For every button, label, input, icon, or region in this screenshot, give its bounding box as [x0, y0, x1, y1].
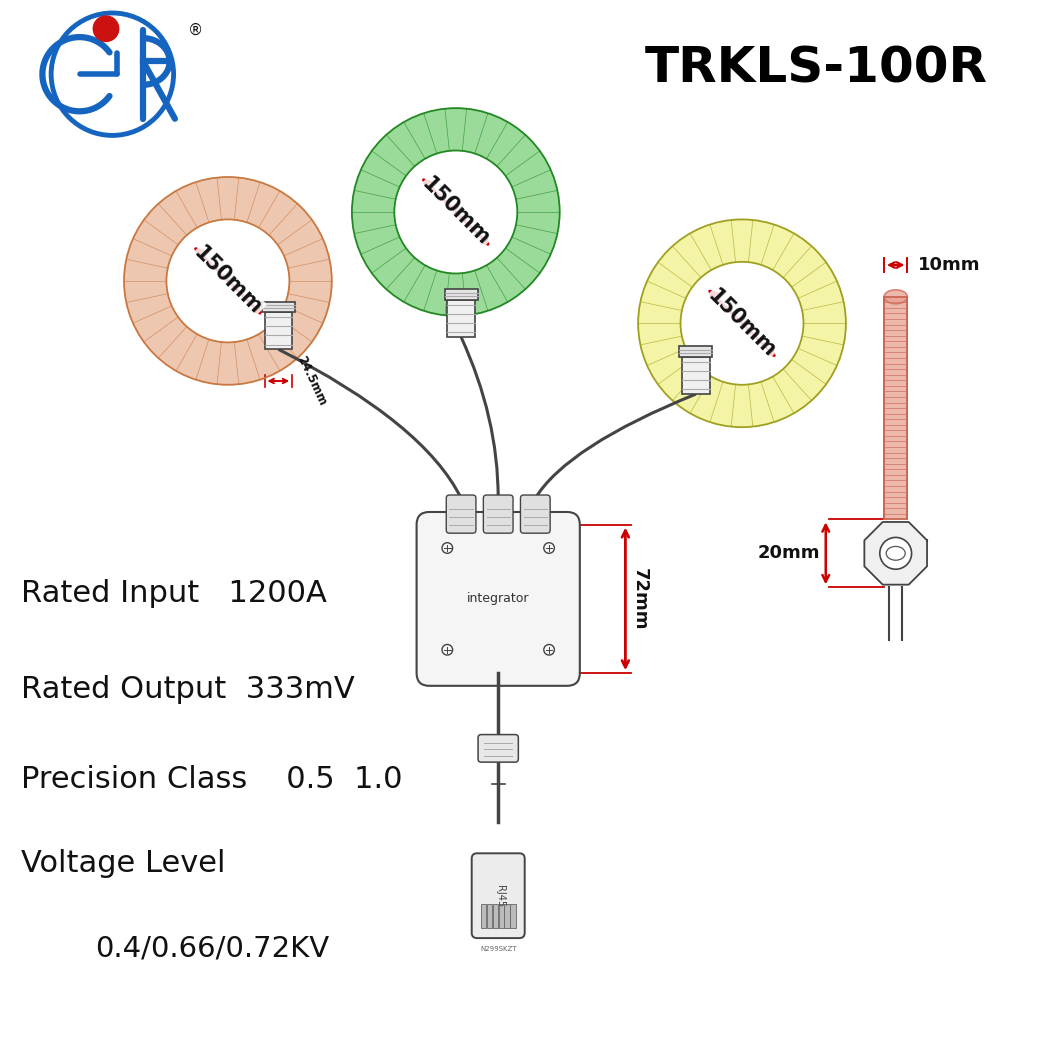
Bar: [511, 904, 515, 928]
Text: Precision Class    0.5  1.0: Precision Class 0.5 1.0: [21, 764, 403, 794]
FancyBboxPatch shape: [446, 495, 476, 533]
Text: 150mm: 150mm: [190, 243, 266, 319]
FancyBboxPatch shape: [679, 347, 712, 357]
Bar: [884, 297, 907, 519]
Bar: [498, 904, 504, 928]
Text: 20mm: 20mm: [758, 545, 820, 562]
FancyBboxPatch shape: [520, 495, 550, 533]
Text: TRKLS-100R: TRKLS-100R: [644, 45, 988, 93]
Text: 24.5mm: 24.5mm: [295, 353, 329, 407]
Text: 10mm: 10mm: [918, 257, 981, 273]
Text: Voltage Level: Voltage Level: [21, 849, 226, 879]
Circle shape: [880, 537, 912, 569]
Bar: [487, 904, 492, 928]
Bar: [493, 904, 498, 928]
Text: Rated Input   1200A: Rated Input 1200A: [21, 579, 328, 608]
Text: 72mm: 72mm: [631, 568, 649, 630]
Circle shape: [93, 16, 119, 41]
FancyBboxPatch shape: [447, 300, 475, 337]
Text: 0.4/0.66/0.72KV: 0.4/0.66/0.72KV: [95, 935, 330, 962]
FancyBboxPatch shape: [265, 312, 293, 349]
FancyBboxPatch shape: [472, 853, 525, 938]
Text: N299SKZT: N299SKZT: [480, 946, 516, 952]
Text: integrator: integrator: [467, 593, 529, 605]
Bar: [480, 904, 485, 928]
FancyBboxPatch shape: [262, 301, 295, 312]
FancyBboxPatch shape: [483, 495, 513, 533]
Polygon shape: [864, 522, 928, 585]
FancyBboxPatch shape: [478, 735, 518, 762]
FancyBboxPatch shape: [683, 357, 710, 394]
Text: RJ45: RJ45: [495, 885, 506, 906]
Text: ®: ®: [188, 23, 202, 38]
Text: 150mm: 150mm: [704, 285, 780, 361]
Bar: [884, 297, 907, 519]
FancyBboxPatch shape: [417, 512, 580, 686]
Text: Rated Output  333mV: Rated Output 333mV: [21, 674, 355, 704]
FancyBboxPatch shape: [444, 289, 478, 300]
Ellipse shape: [884, 289, 907, 304]
Text: 150mm: 150mm: [418, 174, 494, 250]
Bar: [505, 904, 510, 928]
